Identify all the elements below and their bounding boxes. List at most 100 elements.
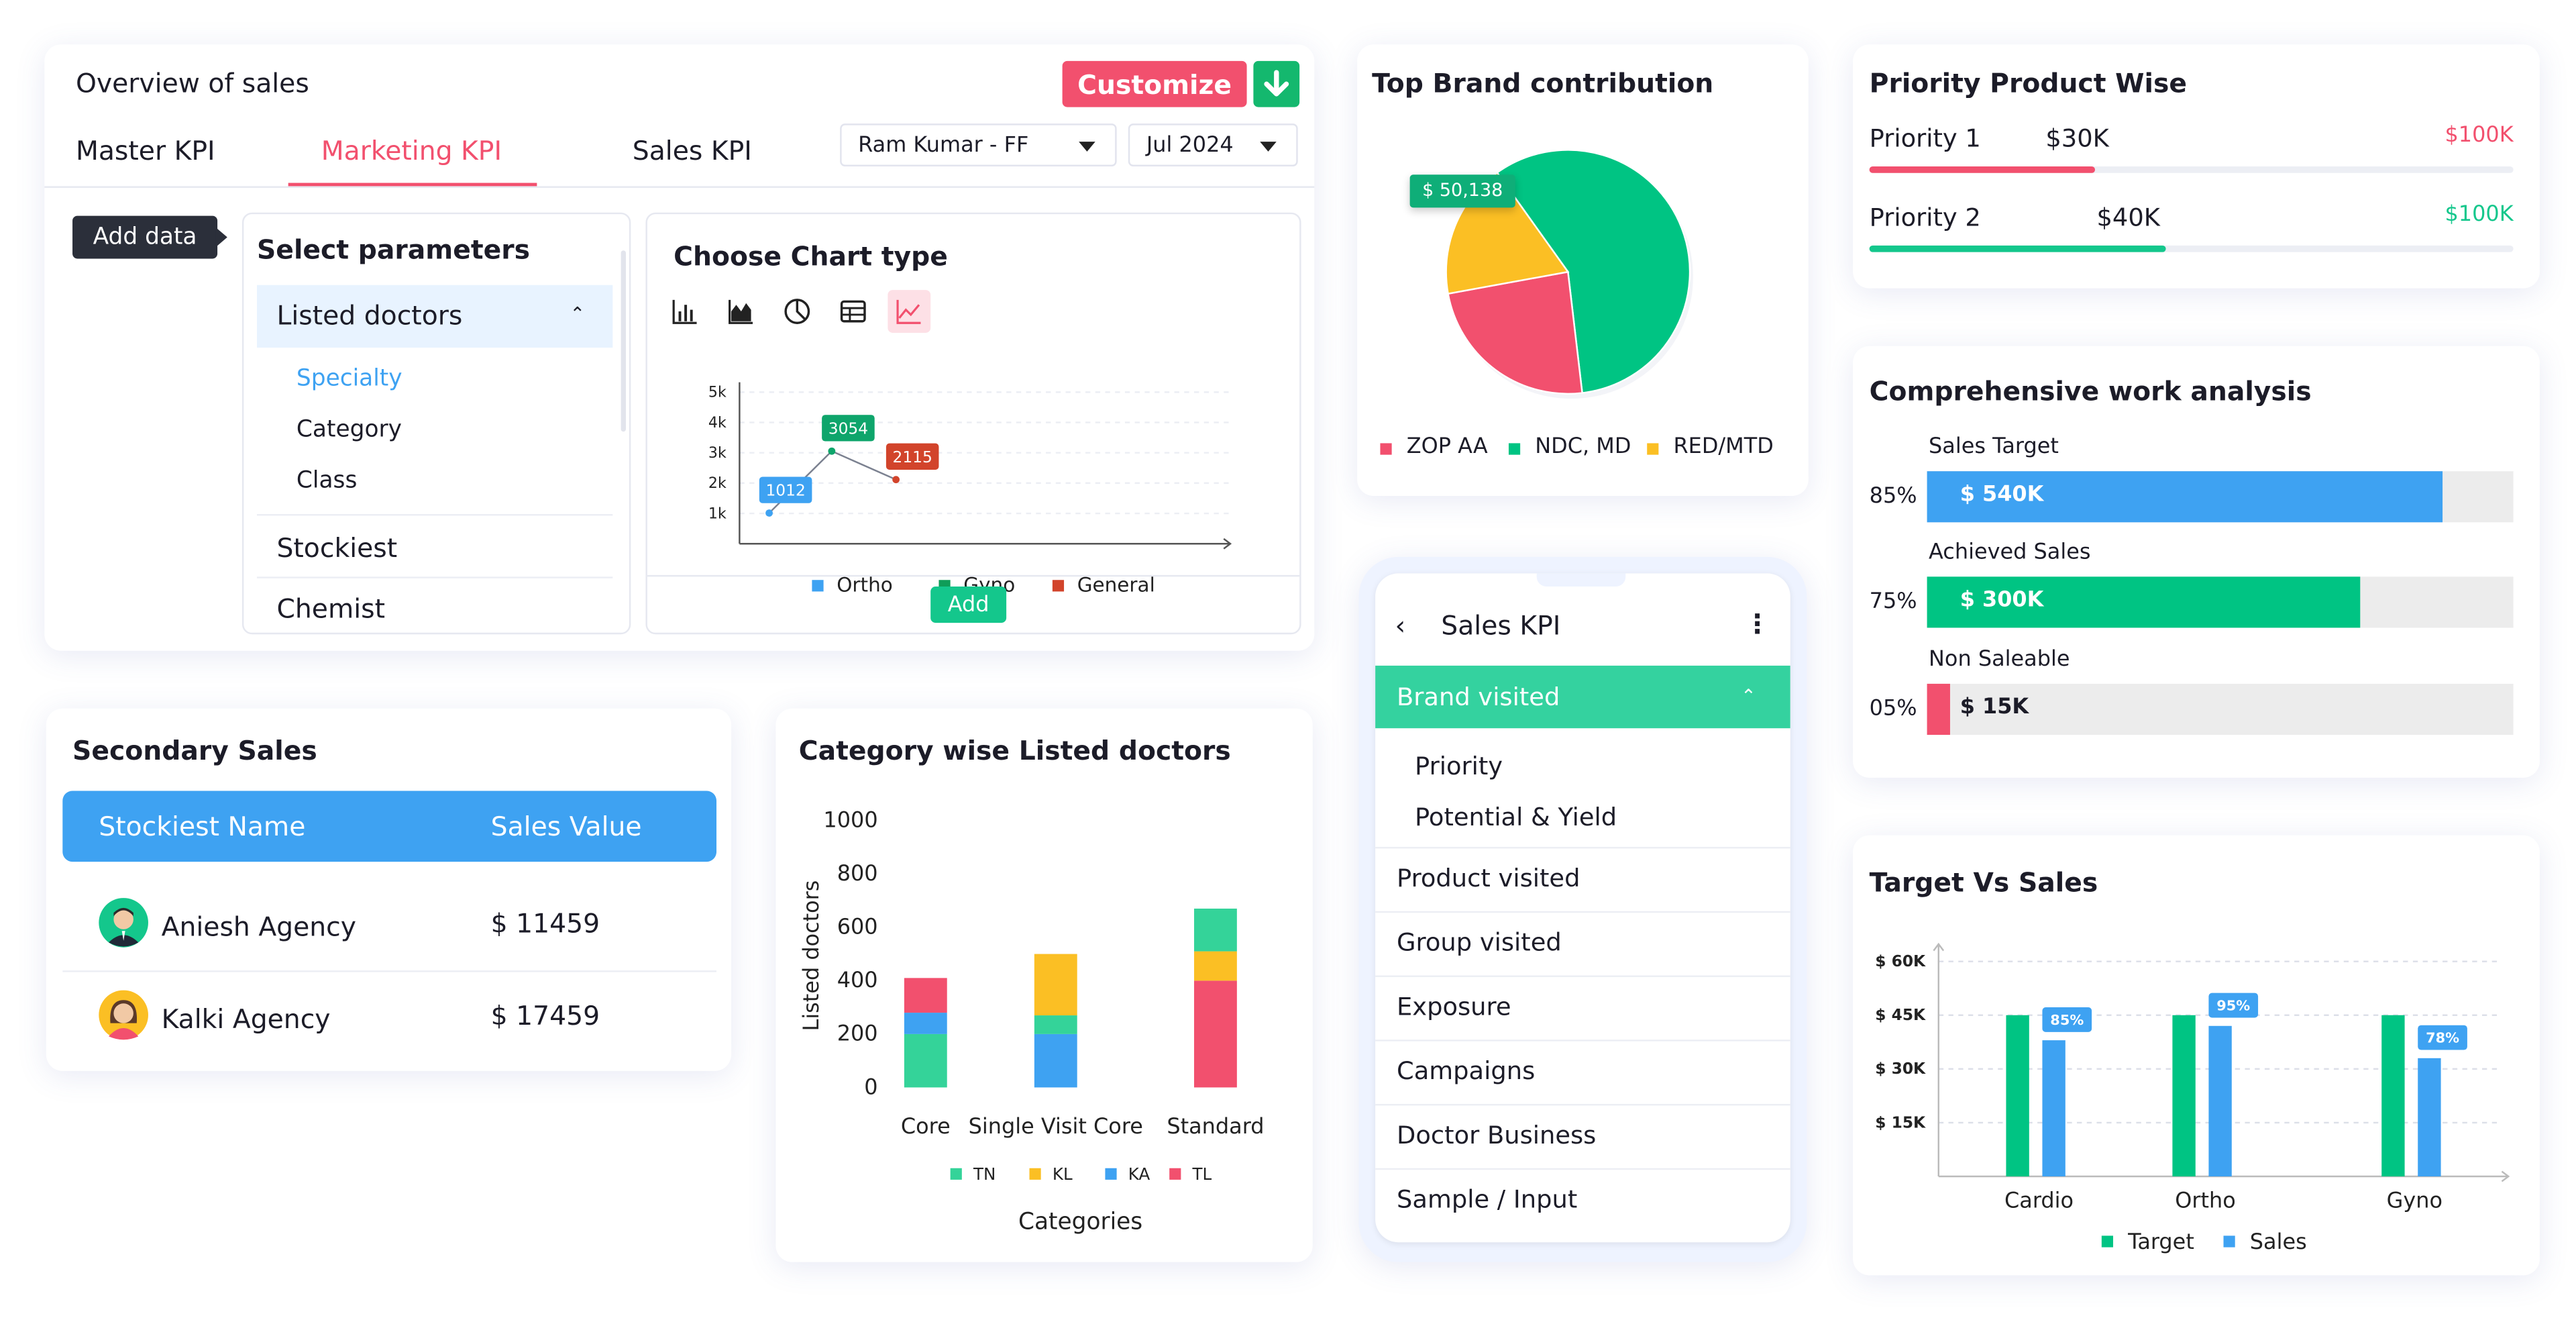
- bar-chart-icon[interactable]: [670, 297, 700, 326]
- category-title: Category wise Listed doctors: [798, 735, 1231, 766]
- data-point: [892, 476, 900, 484]
- tab-active-underline: [288, 183, 537, 187]
- chevron-down-icon: [1079, 142, 1095, 152]
- legend-swatch: [2223, 1235, 2235, 1248]
- customize-button[interactable]: Customize: [1062, 60, 1247, 107]
- param-sub-class[interactable]: Class: [296, 468, 358, 495]
- mobile-menu-item[interactable]: Sample / Input: [1375, 1168, 1790, 1233]
- line-chart-icon[interactable]: [888, 290, 931, 333]
- legend-swatch: [1105, 1168, 1117, 1180]
- tab-master-kpi[interactable]: Master KPI: [75, 135, 215, 166]
- y-tick-label: 3k: [708, 444, 727, 462]
- month-select[interactable]: Jul 2024: [1128, 123, 1298, 166]
- percent-badge: [2042, 1007, 2092, 1032]
- mobile-menu-item[interactable]: Doctor Business: [1375, 1103, 1790, 1168]
- tab-marketing-kpi[interactable]: Marketing KPI: [321, 135, 502, 166]
- tooltip-arrow: [215, 227, 227, 248]
- add-data-tooltip[interactable]: Add data: [72, 215, 227, 259]
- priority-target: $100K: [2445, 202, 2514, 227]
- y-axis-arrow: [1933, 942, 1945, 952]
- area-chart-icon[interactable]: [727, 297, 756, 326]
- more-vertical-icon[interactable]: ⋮: [1744, 607, 1771, 640]
- x-axis-label: Categories: [1018, 1209, 1142, 1235]
- x-tick-label: Standard: [1167, 1113, 1264, 1139]
- overview-title: Overview of sales: [75, 67, 309, 99]
- param-group-listed-doctors[interactable]: Listed doctors ⌃: [257, 285, 613, 348]
- mobile-title: Sales KPI: [1441, 609, 1561, 642]
- back-arrow-icon[interactable]: ‹: [1395, 609, 1406, 642]
- table-icon[interactable]: [839, 297, 868, 326]
- stacked-bar-segment: [904, 978, 947, 1013]
- work-bar-value: $ 300K: [1960, 588, 2044, 613]
- params-scrollbar[interactable]: [621, 250, 626, 432]
- priority-card: Priority Product Wise Priority 1 $30K $100…: [1853, 44, 2540, 289]
- work-title: Comprehensive work analysis: [1869, 375, 2312, 407]
- menu-sub-priority[interactable]: Priority: [1415, 751, 1503, 781]
- legend-swatch: [1380, 443, 1392, 455]
- chart-type-title: Choose Chart type: [674, 240, 948, 272]
- x-tick-label: Single Visit Core: [969, 1113, 1143, 1139]
- y-tick-label: $ 60K: [1875, 952, 1926, 970]
- y-tick-label: 400: [837, 967, 878, 993]
- data-label-box: [822, 415, 875, 442]
- param-group-chemist[interactable]: Chemist: [276, 593, 386, 625]
- menu-brand-visited[interactable]: Brand visited ⌃: [1375, 665, 1790, 729]
- download-button[interactable]: [1253, 60, 1300, 107]
- data-label-box: [759, 476, 812, 503]
- data-point: [765, 509, 773, 517]
- work-bar-value: $ 540K: [1960, 483, 2044, 508]
- category-stacked-bar-chart: 0 200 400 600 800 1000 Listed doctors Core Singl…: [798, 807, 1264, 1235]
- sales-value: $ 11459: [490, 907, 600, 940]
- param-sub-specialty[interactable]: Specialty: [296, 366, 402, 393]
- priority-progress-track: [1869, 166, 2514, 173]
- legend-label: Sales: [2250, 1229, 2307, 1254]
- work-bar-fill: [1927, 576, 2361, 628]
- y-tick-label: 0: [864, 1074, 877, 1099]
- legend-swatch: [1169, 1168, 1181, 1180]
- brand-pie-chart: [1445, 149, 1693, 399]
- legend-label: Ortho: [837, 573, 893, 596]
- work-bar-label: Achieved Sales: [1929, 540, 2091, 566]
- mobile-menu-item[interactable]: Exposure: [1375, 975, 1790, 1040]
- download-arrow-icon: [1264, 70, 1289, 97]
- pie-chart-icon[interactable]: [782, 297, 812, 326]
- add-data-label: Add data: [93, 223, 197, 251]
- menu-sub-potential-yield[interactable]: Potential & Yield: [1415, 802, 1617, 832]
- overview-card: Overview of sales Customize Master KPI M…: [44, 44, 1315, 651]
- legend-label: General: [1077, 573, 1155, 596]
- table-row[interactable]: Kalki Agency $ 17459: [62, 970, 716, 1062]
- y-tick-label: $ 30K: [1875, 1060, 1926, 1078]
- mobile-menu-item[interactable]: Campaigns: [1375, 1040, 1790, 1104]
- secondary-title: Secondary Sales: [72, 735, 317, 766]
- user-select[interactable]: Ram Kumar - FF: [840, 123, 1117, 166]
- y-tick-label: $ 45K: [1875, 1006, 1926, 1024]
- target-vs-sales-chart: $ 15K $ 30K $ 45K $ 60K 85% Cardio 95% Ortho 78%…: [1875, 942, 2510, 1254]
- add-chart-button[interactable]: Add: [930, 587, 1007, 623]
- mobile-menu-item[interactable]: Group visited: [1375, 911, 1790, 976]
- x-axis-arrow: [1223, 538, 1232, 550]
- percent-badge-label: 85%: [2050, 1012, 2084, 1028]
- work-bar-track: $ 300K: [1927, 576, 2514, 628]
- percent-badge: [2208, 993, 2259, 1018]
- param-group-stockiest[interactable]: Stockiest: [276, 532, 398, 564]
- param-group-label: Listed doctors: [276, 299, 463, 332]
- percent-badge-label: 78%: [2426, 1029, 2459, 1046]
- mobile-menu-label: Doctor Business: [1397, 1120, 1597, 1150]
- data-label: 2115: [893, 448, 932, 466]
- brand-card: Top Brand contribution $ 50,138 ZOP AA ND…: [1357, 44, 1809, 497]
- menu-expanded-label: Brand visited: [1397, 682, 1560, 712]
- mobile-menu-item[interactable]: Product visited: [1375, 846, 1790, 911]
- stacked-bar-segment: [1034, 1033, 1077, 1088]
- priority-label: Priority 2: [1869, 202, 1981, 233]
- stockiest-name: Kalki Agency: [161, 1003, 331, 1035]
- brand-tooltip-value: $ 50,138: [1422, 179, 1503, 201]
- tab-sales-kpi[interactable]: Sales KPI: [632, 135, 752, 166]
- param-sub-category[interactable]: Category: [296, 417, 402, 444]
- legend-swatch: [950, 1168, 962, 1180]
- work-bar-percent: 85%: [1869, 484, 1917, 509]
- work-bar-fill: [1927, 683, 1951, 736]
- table-row[interactable]: Aniesh Agency $ 11459: [62, 878, 717, 972]
- chart-icons-row: [670, 290, 950, 333]
- secondary-card: Secondary Sales Stockiest Name Sales Val…: [46, 708, 732, 1071]
